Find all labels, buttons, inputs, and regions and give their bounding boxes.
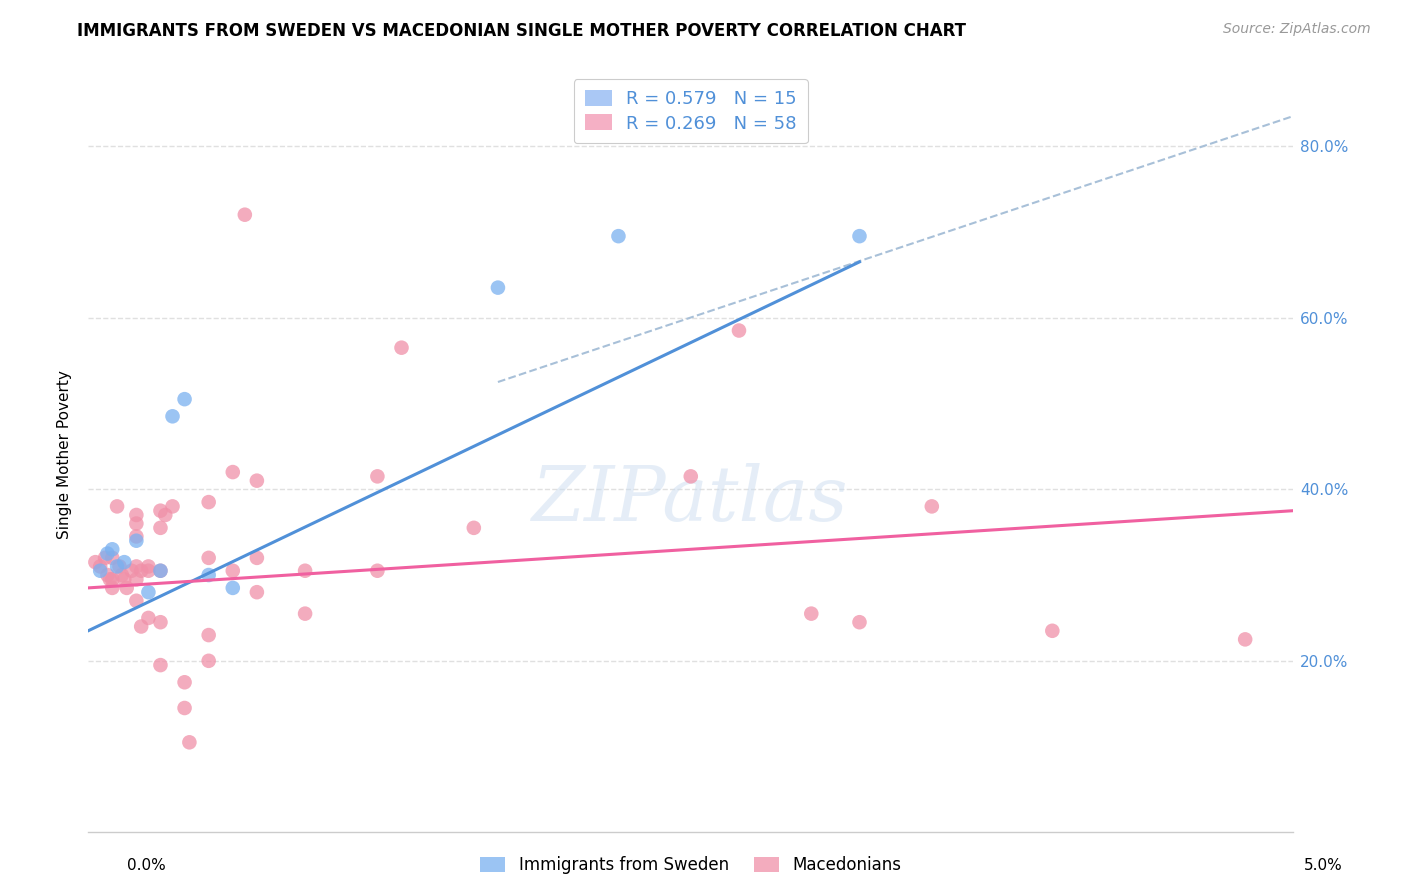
Point [173,675,195,690]
Point [115,581,138,595]
Point [149,615,172,630]
Point [391,341,413,355]
Point [294,607,316,621]
Point [89,559,111,574]
Point [179,735,201,749]
Point [366,564,388,578]
Point [197,654,219,668]
Point [848,615,870,630]
Point [101,581,124,595]
Point [486,280,509,294]
Point [121,564,143,578]
Point [222,465,245,479]
Text: Source: ZipAtlas.com: Source: ZipAtlas.com [1223,22,1371,37]
Point [607,229,630,244]
Point [138,585,160,599]
Point [129,619,152,633]
Text: IMMIGRANTS FROM SWEDEN VS MACEDONIAN SINGLE MOTHER POVERTY CORRELATION CHART: IMMIGRANTS FROM SWEDEN VS MACEDONIAN SIN… [77,22,966,40]
Point [246,550,269,565]
Point [679,469,702,483]
Point [101,542,124,557]
Text: 0.0%: 0.0% [127,858,166,872]
Point [138,611,160,625]
Point [1234,632,1257,647]
Point [197,628,219,642]
Point [96,547,118,561]
Legend: R = 0.579   N = 15, R = 0.269   N = 58: R = 0.579 N = 15, R = 0.269 N = 58 [574,78,807,144]
Point [848,229,870,244]
Point [149,504,172,518]
Point [149,564,172,578]
Point [94,550,117,565]
Point [463,521,485,535]
Point [149,564,172,578]
Point [111,568,134,582]
Point [125,533,148,548]
Point [149,658,172,673]
Point [173,701,195,715]
Point [89,564,111,578]
Point [125,508,148,522]
Point [800,607,823,621]
Point [112,555,135,569]
Point [197,568,219,582]
Point [108,559,131,574]
Point [162,500,184,514]
Point [222,564,245,578]
Point [197,495,219,509]
Point [112,572,135,586]
Point [149,521,172,535]
Point [366,469,388,483]
Point [246,585,269,599]
Point [197,550,219,565]
Point [125,559,148,574]
Y-axis label: Single Mother Poverty: Single Mother Poverty [58,370,72,540]
Point [728,324,751,338]
Point [125,572,148,586]
Point [921,500,943,514]
Point [138,559,160,574]
Point [173,392,195,406]
Point [246,474,269,488]
Point [125,594,148,608]
Text: ZIPatlas: ZIPatlas [533,463,849,537]
Point [96,568,118,582]
Point [105,500,128,514]
Point [162,409,184,424]
Point [1040,624,1063,638]
Point [125,516,148,531]
Point [129,564,152,578]
Point [101,572,124,586]
Point [98,572,121,586]
Text: 5.0%: 5.0% [1303,858,1343,872]
Point [233,208,256,222]
Point [101,550,124,565]
Point [125,529,148,543]
Point [105,559,128,574]
Point [84,555,107,569]
Point [294,564,316,578]
Point [222,581,245,595]
Point [155,508,177,522]
Point [138,564,160,578]
